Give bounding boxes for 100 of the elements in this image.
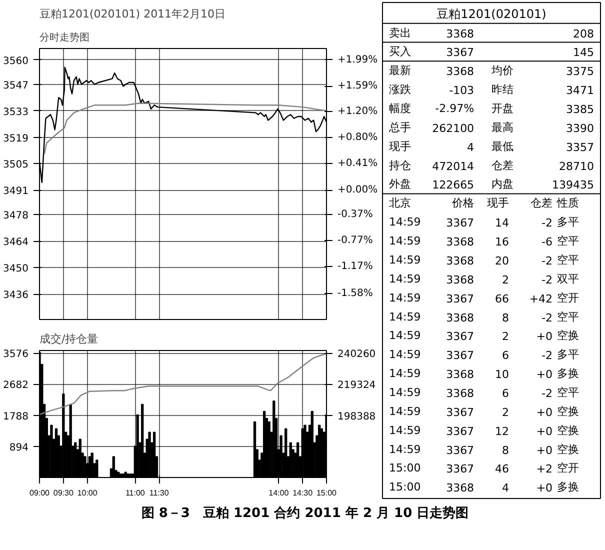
text: 空开: [556, 291, 579, 304]
x-tick-label: 11:00: [125, 488, 146, 498]
x-tick-label: 11:30: [149, 488, 170, 498]
y-tick-label: 3491: [3, 186, 29, 198]
text: 8: [502, 444, 509, 457]
y2-tick-label: -1.17%: [338, 261, 373, 272]
text: +2: [536, 462, 553, 476]
text: 139435: [552, 178, 594, 192]
text: 14:59: [389, 272, 421, 286]
text: 仓差: [530, 196, 553, 210]
text: 12: [494, 424, 509, 438]
text: 14:59: [389, 386, 421, 399]
text: +0: [536, 482, 553, 495]
text: 472014: [432, 160, 474, 173]
text: 14:59: [389, 442, 421, 456]
text: 6: [502, 349, 509, 362]
text: 昨结: [492, 83, 514, 96]
text: -2: [542, 349, 553, 362]
text: 仓差: [492, 158, 514, 172]
text: 3368: [446, 27, 474, 40]
text: 3368: [446, 254, 474, 268]
text: 14:59: [389, 216, 421, 229]
y-tick-label: 3464: [3, 237, 29, 248]
text: 总手: [389, 120, 412, 134]
line-series: [40, 352, 326, 415]
y2-tick-label: +0.41%: [338, 158, 378, 169]
y2-tick-label: -0.37%: [338, 208, 373, 220]
text: 3367: [446, 292, 474, 306]
y2-tick-label: +1.20%: [338, 106, 378, 118]
text: 空换: [556, 404, 579, 418]
text: 北京: [389, 196, 412, 210]
y-tick-label: 3436: [3, 290, 29, 302]
x-tick-label: 14:00: [268, 488, 290, 498]
text: -2: [542, 254, 553, 268]
text: 外盘: [389, 178, 412, 191]
text: 15:00: [389, 462, 421, 475]
text: 3390: [566, 122, 594, 135]
y-tick-label: 3450: [3, 264, 29, 275]
y2-tick-label: +1.99%: [338, 54, 378, 66]
text: 3368: [446, 311, 474, 324]
y2-tick-label: +0.80%: [338, 132, 378, 144]
chart-subtitle: 分时走势图: [40, 32, 90, 44]
text: 8: [502, 311, 509, 324]
text: +0: [536, 424, 553, 438]
chart-title: 成交/持仓量: [40, 332, 98, 346]
text: 双平: [556, 272, 579, 286]
text: 28710: [558, 160, 594, 173]
text: +0: [536, 368, 553, 382]
text: 3368: [446, 273, 474, 286]
text: 3367: [446, 462, 474, 476]
text: 20: [494, 254, 509, 268]
text: 3357: [566, 140, 594, 154]
y2-tick-label: -0.77%: [338, 235, 373, 246]
text: 3367: [446, 216, 474, 230]
text: 性质: [556, 196, 579, 210]
text: 66: [494, 292, 509, 306]
text: 最新: [389, 64, 412, 78]
text: 4: [502, 482, 509, 495]
y-tick-label: 2682: [3, 380, 29, 392]
text: 3368: [446, 65, 474, 78]
y2-tick-label: +0.00%: [338, 184, 378, 196]
text: 6: [502, 386, 509, 400]
text: +42: [529, 292, 553, 306]
text: 14:59: [389, 367, 421, 380]
y-tick-label: 3519: [3, 133, 29, 144]
y2-tick-label: 240260: [338, 349, 376, 360]
text: 3368: [446, 482, 474, 495]
text: 持仓: [389, 158, 412, 172]
y-tick-label: 3576: [3, 349, 29, 360]
text: 涨跌: [389, 83, 412, 96]
text: 2: [502, 273, 509, 286]
text: 46: [494, 462, 509, 476]
text: 16: [494, 236, 509, 249]
text: -6: [542, 236, 553, 249]
text: 3367: [446, 444, 474, 457]
y-tick-label: 3560: [3, 56, 29, 67]
text: +0: [536, 406, 553, 419]
text: -2: [542, 386, 553, 400]
text: 多平: [556, 348, 579, 362]
text: 最低: [492, 140, 514, 153]
y-tick-label: 3505: [3, 160, 29, 171]
text: 内盘: [492, 178, 514, 191]
x-tick-label: 14:30: [292, 488, 314, 498]
y2-tick-label: 198388: [338, 411, 376, 422]
text: 122665: [432, 178, 474, 192]
x-tick-label: 09:00: [29, 488, 50, 498]
text: 空开: [556, 462, 579, 475]
line-series: [44, 102, 326, 155]
text: 豆粕1201(020101): [436, 6, 546, 21]
text: 208: [572, 27, 594, 40]
text: 卖出: [389, 26, 412, 40]
text: 均价: [492, 64, 514, 78]
text: 3471: [566, 84, 594, 98]
text: 14:59: [389, 404, 421, 418]
x-tick-label: 15:00: [316, 488, 338, 498]
text: 14:59: [389, 424, 421, 437]
text: 10: [494, 368, 509, 382]
text: 3367: [446, 424, 474, 438]
text: -2.97%: [435, 102, 474, 116]
text: 多平: [556, 216, 579, 229]
